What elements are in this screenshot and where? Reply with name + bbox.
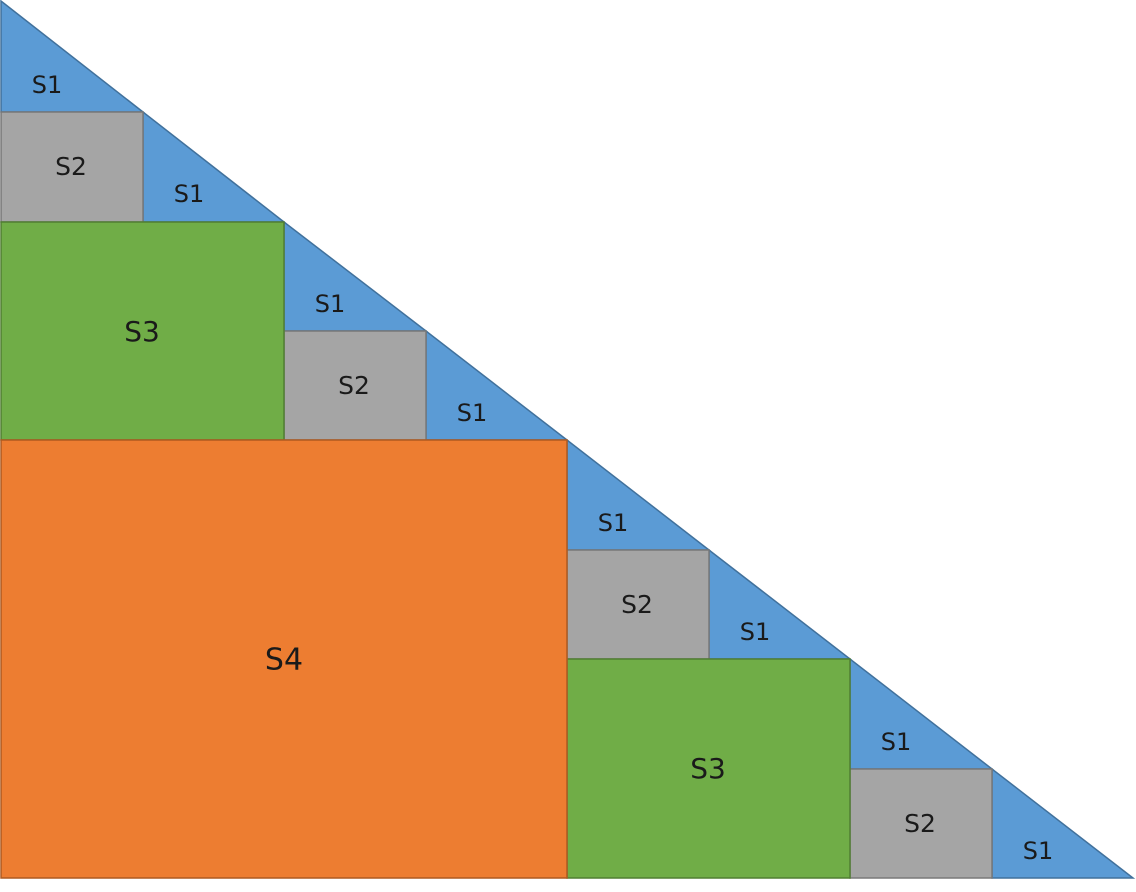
s1-triangle: [991, 767, 1136, 879]
s1-label: S1: [1023, 837, 1054, 865]
s2-label: S2: [621, 590, 653, 619]
s1-triangle: [849, 657, 995, 770]
s1-triangle: [566, 438, 712, 551]
s1-label: S1: [457, 399, 488, 427]
s1-triangle: [283, 220, 429, 332]
s3-square: [0, 221, 285, 441]
s1-label: S1: [881, 728, 912, 756]
s2-label: S2: [55, 152, 87, 181]
s2-square: [849, 768, 993, 879]
s1-triangle: [142, 110, 287, 223]
s4-square: [0, 439, 568, 879]
s3-label: S3: [690, 752, 726, 785]
s1-triangle: [0, 0, 146, 113]
s3-square: [566, 658, 851, 879]
s2-label: S2: [338, 371, 370, 400]
s4-label: S4: [265, 643, 303, 678]
labels: S1 S1 S1 S1 S1 S1 S1 S1 S2 S2 S2 S2 S3 S…: [32, 71, 1054, 865]
s1-label: S1: [598, 509, 629, 537]
s1-label: S1: [740, 618, 771, 646]
s3-label: S3: [124, 315, 160, 348]
s1-triangle: [425, 329, 570, 441]
s1-label: S1: [32, 71, 63, 99]
s1-label: S1: [174, 180, 205, 208]
s1-label: S1: [315, 290, 346, 318]
s1-triangle: [708, 548, 853, 660]
s2-label: S2: [904, 809, 936, 838]
s3-squares: [0, 221, 851, 879]
